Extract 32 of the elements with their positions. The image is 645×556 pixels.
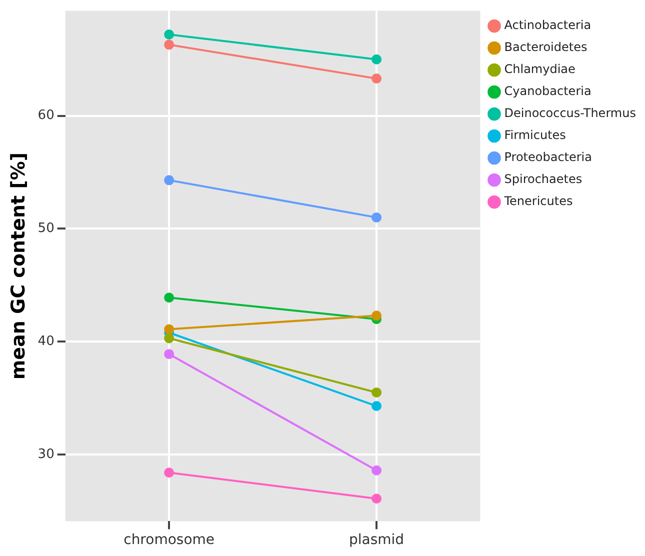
y-tick-label: 50	[38, 221, 54, 236]
point	[372, 74, 382, 84]
legend-label: Proteobacteria	[504, 150, 592, 164]
x-tick-label: chromosome	[124, 532, 215, 548]
y-tick-label: 60	[38, 108, 54, 124]
point	[164, 175, 174, 186]
point	[372, 54, 382, 64]
y-tick-label: 40	[38, 334, 54, 350]
point	[164, 333, 174, 344]
legend-label: Deinococcus-Thermus	[504, 106, 636, 120]
point	[164, 324, 174, 334]
point	[372, 494, 382, 504]
y-axis-title: mean GC content [%]	[7, 152, 30, 380]
legend-label: Cyanobacteria	[504, 84, 592, 98]
point	[372, 387, 382, 398]
legend-label: Actinobacteria	[504, 18, 592, 32]
point	[372, 465, 382, 476]
x-tick-label: plasmid	[348, 532, 404, 548]
legend-label: Tenericutes	[503, 194, 573, 208]
legend-label: Bacteroidetes	[504, 40, 588, 54]
point	[164, 40, 174, 50]
point	[164, 292, 174, 303]
point	[372, 401, 382, 412]
legend-label: Spirochaetes	[504, 172, 582, 186]
point	[372, 310, 382, 321]
point	[164, 349, 174, 360]
legend-label: Chlamydiae	[504, 62, 576, 76]
legend-label: Firmicutes	[504, 128, 566, 142]
point	[164, 30, 174, 40]
point	[372, 212, 382, 222]
y-tick-label: 30	[38, 446, 54, 462]
point	[164, 468, 174, 478]
